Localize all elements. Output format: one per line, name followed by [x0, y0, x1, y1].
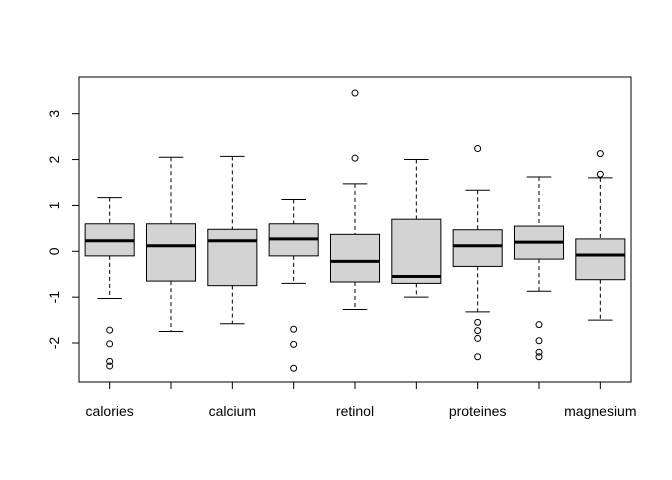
y-tick-label: -2: [46, 337, 62, 350]
outlier-point: [474, 145, 482, 153]
y-tick-label: 3: [46, 110, 62, 118]
outlier-point: [535, 348, 543, 356]
outlier-point: [351, 154, 359, 162]
box-group: [513, 176, 565, 361]
x-category-label: calories: [86, 403, 134, 419]
box-group: [84, 197, 135, 370]
box-group: [207, 155, 258, 325]
outlier-point: [106, 362, 114, 370]
outlier-point: [474, 318, 482, 326]
outlier-point: [474, 353, 482, 361]
box-group: [145, 156, 197, 333]
boxes-layer: [84, 89, 626, 372]
x-category-label: retinol: [336, 403, 374, 419]
y-tick-label: 2: [46, 155, 62, 163]
outlier-point: [596, 170, 604, 178]
box-group: [575, 150, 626, 321]
outlier-point: [474, 327, 482, 335]
x-axis: calories calcium retinol proteines magnesium: [86, 381, 637, 419]
box-iqr: [452, 229, 503, 267]
outlier-point: [351, 89, 359, 97]
outlier-point: [535, 321, 543, 329]
outlier-point: [535, 353, 543, 361]
box-group: [452, 145, 503, 361]
x-category-label: calcium: [209, 403, 256, 419]
outlier-point: [106, 340, 114, 348]
box-iqr: [145, 223, 197, 282]
outlier-point: [596, 150, 604, 158]
y-tick-label: 0: [46, 247, 62, 255]
outlier-point: [290, 325, 298, 333]
outlier-point: [106, 326, 114, 334]
y-axis: -2 -1 0 1 2 3: [46, 110, 80, 350]
outlier-point: [106, 357, 114, 365]
x-category-label: proteines: [449, 403, 507, 419]
outlier-point: [474, 334, 482, 342]
box-iqr: [391, 218, 442, 284]
box-iqr: [575, 238, 626, 281]
y-tick-label: 1: [46, 201, 62, 209]
box-group: [329, 89, 381, 311]
x-category-label: magnesium: [564, 403, 636, 419]
box-iqr: [329, 233, 381, 283]
outlier-point: [290, 340, 298, 348]
y-tick-label: -1: [46, 291, 62, 304]
outlier-point: [290, 364, 298, 372]
outlier-point: [535, 337, 543, 345]
box-group: [391, 159, 442, 298]
box-iqr: [207, 228, 258, 287]
box-group: [268, 198, 319, 372]
